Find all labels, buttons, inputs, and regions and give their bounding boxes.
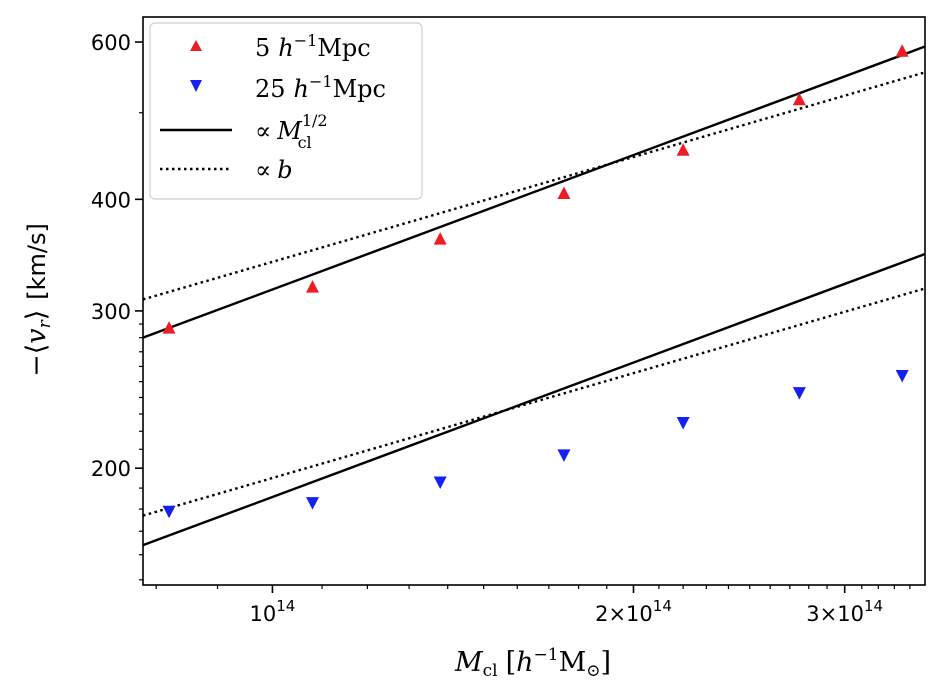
marker-25mpc-3 <box>557 449 571 462</box>
y-tick-label-3: 600 <box>91 31 131 55</box>
fit-lines <box>142 45 926 547</box>
fit-line-solid-0 <box>142 45 926 339</box>
fit-line-solid-1 <box>142 252 926 547</box>
legend: 5 h−1Mpc 25 h−1Mpc ∝ M1/2 cl ∝ b <box>149 22 423 200</box>
y-axis-ticks: 200 300 400 600 <box>91 31 143 581</box>
x-tick-label-2: 3×1014 <box>806 597 883 626</box>
fit-line-dotted-1 <box>142 287 926 517</box>
marker-5mpc-1 <box>306 280 320 293</box>
marker-25mpc-6 <box>895 369 909 383</box>
marker-25mpc-4 <box>676 417 690 430</box>
y-tick-label-2: 400 <box>91 188 131 212</box>
legend-label-25mpc: 25 h−1Mpc <box>255 72 386 103</box>
legend-marker-down <box>190 80 202 92</box>
marker-5mpc-4 <box>676 143 690 156</box>
marker-25mpc-2 <box>433 476 447 490</box>
marker-5mpc-5 <box>792 92 806 106</box>
x-tick-label-0: 1014 <box>250 597 296 626</box>
legend-label-b: ∝ b <box>255 156 293 184</box>
x-axis-ticks: 1014 2×1014 3×1014 <box>155 585 911 626</box>
y-axis-label: −⟨vr⟩[km/s] <box>21 223 55 377</box>
fit-line-dotted-0 <box>142 71 926 301</box>
x-axis-label: Mcl [h−1M⊙] <box>454 645 611 681</box>
legend-box <box>149 22 423 200</box>
legend-label-5mpc: 5 h−1Mpc <box>255 31 371 62</box>
marker-5mpc-3 <box>557 186 571 200</box>
legend-label-mcl: ∝ M1/2 cl <box>255 111 328 152</box>
data-markers <box>162 44 909 519</box>
marker-25mpc-5 <box>792 387 806 400</box>
y-tick-label-0: 200 <box>91 457 131 481</box>
legend-marker-up <box>190 40 202 51</box>
marker-5mpc-0 <box>162 321 176 334</box>
marker-25mpc-1 <box>306 497 320 510</box>
y-tick-label-1: 300 <box>91 300 131 324</box>
marker-5mpc-2 <box>433 232 447 245</box>
x-tick-label-1: 2×1014 <box>595 597 672 626</box>
marker-25mpc-0 <box>162 505 176 519</box>
marker-5mpc-6 <box>895 44 909 57</box>
